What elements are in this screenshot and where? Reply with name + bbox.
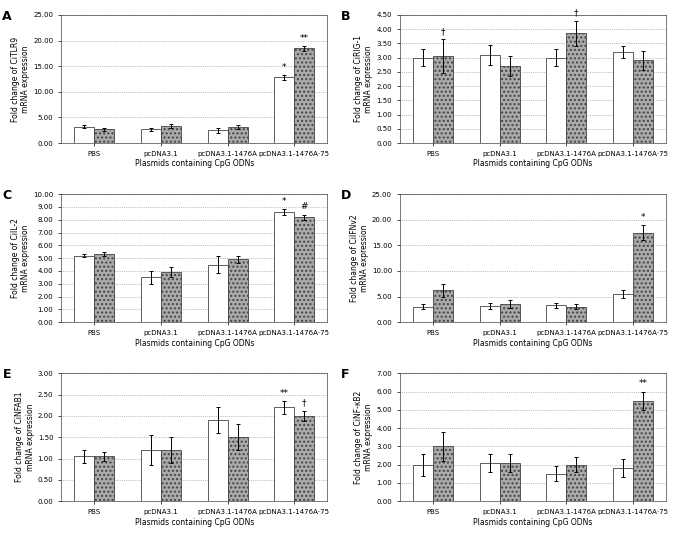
Bar xyxy=(633,60,653,143)
Bar xyxy=(500,463,520,501)
Bar xyxy=(228,437,248,501)
Bar xyxy=(294,217,314,322)
X-axis label: Plasmids containing CpG ODNs: Plasmids containing CpG ODNs xyxy=(135,159,254,169)
Bar xyxy=(141,277,161,322)
Bar xyxy=(141,129,161,143)
Text: C: C xyxy=(3,189,12,202)
Bar xyxy=(95,254,114,322)
Bar xyxy=(161,450,181,501)
Bar xyxy=(274,407,294,501)
Text: #: # xyxy=(301,202,308,211)
X-axis label: Plasmids containing CpG ODNs: Plasmids containing CpG ODNs xyxy=(135,339,254,348)
Text: †: † xyxy=(302,399,307,408)
Bar xyxy=(207,420,228,501)
Bar xyxy=(613,52,633,143)
X-axis label: Plasmids containing CpG ODNs: Plasmids containing CpG ODNs xyxy=(473,518,592,526)
Bar xyxy=(294,48,314,143)
Text: D: D xyxy=(341,189,352,202)
Bar xyxy=(95,456,114,501)
Text: E: E xyxy=(3,368,11,381)
Bar xyxy=(207,264,228,322)
X-axis label: Plasmids containing CpG ODNs: Plasmids containing CpG ODNs xyxy=(473,159,592,169)
Bar xyxy=(413,307,433,322)
Y-axis label: Fold change of CiRIG-1
mRNA expression: Fold change of CiRIG-1 mRNA expression xyxy=(354,35,373,123)
Bar xyxy=(74,127,95,143)
Bar xyxy=(161,272,181,322)
Text: **: ** xyxy=(300,34,309,42)
Text: **: ** xyxy=(279,389,289,398)
Y-axis label: Fold change of CiIFNv2
mRNA expression: Fold change of CiIFNv2 mRNA expression xyxy=(350,215,369,302)
Bar xyxy=(74,456,95,501)
Bar xyxy=(413,465,433,501)
X-axis label: Plasmids containing CpG ODNs: Plasmids containing CpG ODNs xyxy=(473,339,592,348)
Text: *: * xyxy=(282,197,286,207)
Bar xyxy=(433,446,453,501)
Bar xyxy=(74,256,95,322)
Bar xyxy=(95,129,114,143)
Bar xyxy=(274,78,294,143)
Text: **: ** xyxy=(639,379,647,388)
Bar xyxy=(479,55,500,143)
Y-axis label: Fold change of CiIL-2
mRNA expression: Fold change of CiIL-2 mRNA expression xyxy=(11,218,31,298)
Text: B: B xyxy=(341,10,350,23)
Bar xyxy=(161,126,181,143)
Bar xyxy=(566,307,586,322)
Bar xyxy=(566,465,586,501)
Y-axis label: Fold change of CiNF-κB2
mRNA expression: Fold change of CiNF-κB2 mRNA expression xyxy=(354,391,373,484)
Bar xyxy=(546,474,566,501)
Bar xyxy=(433,291,453,322)
Bar xyxy=(633,401,653,501)
Bar xyxy=(546,305,566,322)
Text: *: * xyxy=(641,212,645,221)
Bar xyxy=(433,56,453,143)
Bar xyxy=(294,416,314,501)
Text: F: F xyxy=(341,368,350,381)
Bar xyxy=(274,212,294,322)
Text: †: † xyxy=(441,27,445,36)
Y-axis label: Fold change of CiNFAB1
mRNA expression: Fold change of CiNFAB1 mRNA expression xyxy=(16,392,35,483)
X-axis label: Plasmids containing CpG ODNs: Plasmids containing CpG ODNs xyxy=(135,518,254,526)
Bar xyxy=(413,58,433,143)
Bar xyxy=(633,233,653,322)
Bar xyxy=(479,305,500,322)
Text: A: A xyxy=(3,10,12,23)
Text: †: † xyxy=(574,9,579,18)
Bar xyxy=(228,127,248,143)
Bar xyxy=(228,259,248,322)
Bar xyxy=(500,66,520,143)
Y-axis label: Fold change of CiTLR9
mRNA expression: Fold change of CiTLR9 mRNA expression xyxy=(11,36,31,121)
Text: *: * xyxy=(282,63,286,72)
Bar xyxy=(500,304,520,322)
Bar xyxy=(207,130,228,143)
Bar xyxy=(141,450,161,501)
Bar xyxy=(613,294,633,322)
Bar xyxy=(613,468,633,501)
Bar xyxy=(566,34,586,143)
Bar xyxy=(546,58,566,143)
Bar xyxy=(479,463,500,501)
